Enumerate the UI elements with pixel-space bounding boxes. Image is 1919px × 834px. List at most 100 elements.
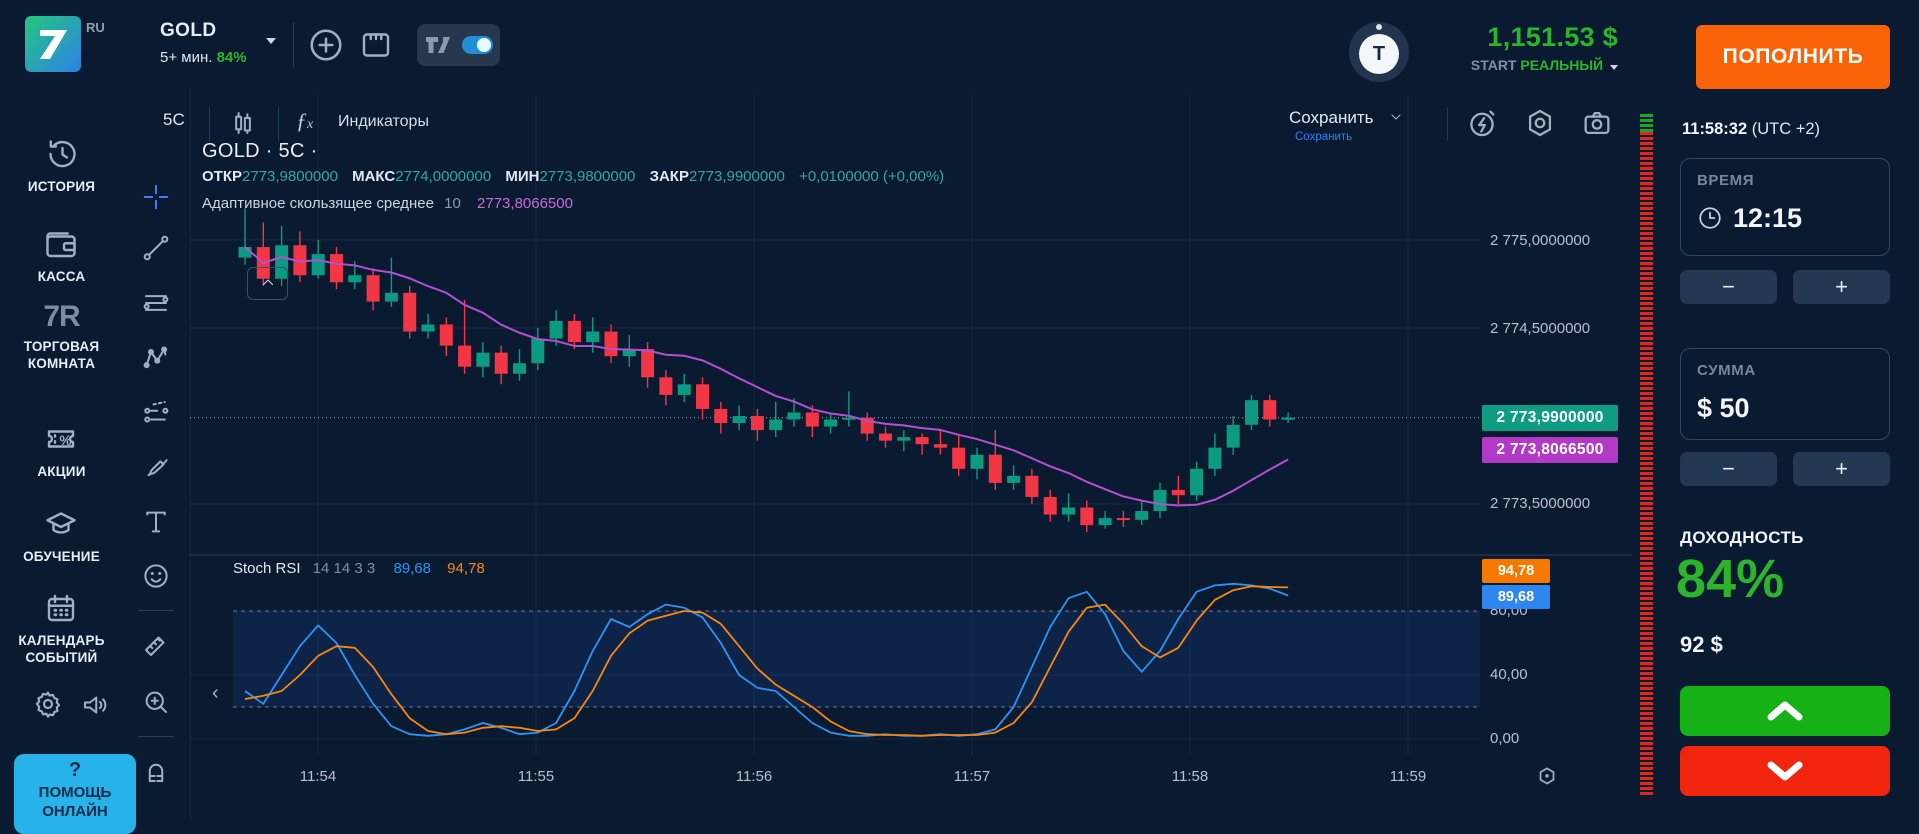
account-caret-icon [1610,65,1618,70]
xabcd-pattern-icon [143,346,168,369]
app-logo[interactable] [25,16,81,72]
chart-style-button[interactable] [228,106,258,140]
chart-title: GOLD · 5C · [202,140,318,162]
indicators-label[interactable]: Индикаторы [338,113,429,130]
zoom-in-tool[interactable] [141,687,171,717]
alert-clock-icon [1470,110,1495,137]
tradingview-toggle-group[interactable] [417,24,500,66]
ma-price-tag: 2 773,8066500 [1482,437,1618,463]
hexagon-icon [1539,767,1555,785]
measure-tool[interactable] [141,630,171,660]
toolbar-separator [278,107,279,141]
time-tick: 11:55 [517,768,555,785]
timeframe-button[interactable]: 5C [163,110,185,129]
payout-percent: 84% [1676,549,1785,609]
time-tick: 11:59 [1389,768,1427,785]
time-box[interactable]: ВРЕМЯ 12:15 [1680,158,1890,256]
open-value: 2773,9800000 [242,168,338,185]
magnifier-plus-icon [145,691,167,713]
brush-icon [147,459,168,477]
asset-timeframe: 5+ мин. [160,49,213,66]
brush-tool[interactable] [141,452,171,482]
sidebar-item-trading-room[interactable]: 7R ТОРГОВАЯ КОМНАТА [0,300,123,372]
time-minus-button[interactable]: − [1680,270,1777,304]
ma-value: 2773,8066500 [477,195,573,212]
stoch-params: 14 14 3 3 [312,560,376,577]
change-value: +0,0100000 (+0,00%) [799,168,945,185]
emoji-tool[interactable] [141,561,171,591]
help-online-button[interactable]: ? ПОМОЩЬ ОНЛАЙН [14,754,136,834]
chart-window-button[interactable] [358,27,394,63]
stoch-legend[interactable]: Stoch RSI 14 14 3 3 89,68 94,78 [233,560,485,577]
ma-legend[interactable]: Адаптивное скользящее среднее 10 2773,80… [202,195,573,212]
logo-glyph [40,30,67,59]
text-tool[interactable] [141,507,171,537]
pane-collapse-handle[interactable]: ‹ [212,682,219,704]
fib-lines-tool[interactable] [141,288,171,318]
sidebar-item-education[interactable]: ОБУЧЕНИЕ [0,506,123,565]
hexagon-gear-icon [1528,109,1552,137]
sidebar-item-promotions[interactable]: % АКЦИИ [0,421,123,480]
save-link[interactable]: Сохранить [1295,131,1353,143]
help-question-mark: ? [68,759,82,781]
stoch-k-value: 89,68 [393,560,431,577]
stoch-d-tag: 94,78 [1482,559,1550,583]
last-price-tag: 2 773,9900000 [1482,405,1618,431]
sidebar-item-history[interactable]: ИСТОРИЯ [0,136,123,195]
legend-collapse-button[interactable] [247,267,288,300]
text-icon [146,511,166,533]
balance-block[interactable]: 1,151.53 $ START РЕАЛЬНЫЙ [1426,22,1618,73]
put-down-button[interactable] [1680,746,1890,796]
asset-payout: 84% [216,49,247,66]
sidebar-item-label: КАЛЕНДАРЬ СОБЫТИЙ [18,633,105,665]
header-separator [293,22,294,68]
sidebar-item-label: ИСТОРИЯ [27,179,96,194]
close-label: ЗАКР [649,168,689,185]
stoch-d-value: 94,78 [447,560,485,577]
tradingview-toggle[interactable] [462,36,493,54]
price-tick: 2 774,5000000 [1490,320,1591,337]
magnet-tool[interactable] [141,756,171,786]
add-asset-button[interactable] [307,26,345,64]
amount-plus-button[interactable]: + [1793,452,1890,486]
payout-label: ДОХОДНОСТЬ [1680,528,1804,547]
crosshair-tool[interactable] [141,182,171,212]
amount-box[interactable]: СУММА $ 50 [1680,348,1890,440]
price-chart-canvas[interactable] [190,90,1632,760]
payout-amount: 92 $ [1680,632,1723,657]
time-plus-button[interactable]: + [1793,270,1890,304]
amount-value[interactable]: $ 50 [1697,393,1750,423]
call-up-button[interactable] [1680,686,1890,736]
price-tick: 2 775,0000000 [1490,232,1591,249]
toggle-knob [477,38,491,52]
screenshot-button[interactable] [1580,106,1614,140]
pattern-tool[interactable] [141,342,171,372]
calendar-icon [47,594,75,622]
save-layout-button[interactable]: Сохранить Сохранить [1289,108,1404,143]
asset-selector[interactable]: GOLD 5+ мин. 84% [160,20,247,66]
axis-settings-button[interactable] [1534,764,1560,790]
deposit-button[interactable]: ПОПОЛНИТЬ [1696,25,1890,89]
low-value: 2773,9800000 [539,168,636,185]
speaker-icon [84,696,107,714]
avatar[interactable]: T [1349,22,1409,82]
trendline-tool[interactable] [141,233,171,263]
ma-length: 10 [444,195,461,212]
smiley-icon [144,564,168,588]
sound-button[interactable] [80,690,110,720]
stoch-tick: 40,00 [1490,666,1528,683]
alert-button[interactable] [1465,106,1499,140]
7r-logo-icon: 7R [43,300,80,333]
chart-settings-button[interactable] [1523,106,1557,140]
indicators-button[interactable]: ƒx [296,108,313,134]
forecast-tool[interactable] [141,397,171,427]
amount-minus-button[interactable]: − [1680,452,1777,486]
sidebar-item-cashier[interactable]: КАССА [0,226,123,285]
low-label: МИН [505,168,540,185]
close-value: 2773,9900000 [688,168,785,185]
time-tick: 11:56 [735,768,773,785]
toolbar-separator [1447,107,1448,141]
sidebar-item-events-calendar[interactable]: КАЛЕНДАРЬ СОБЫТИЙ [0,590,123,666]
avatar-circle: T [1359,34,1399,74]
settings-button[interactable] [32,688,64,720]
